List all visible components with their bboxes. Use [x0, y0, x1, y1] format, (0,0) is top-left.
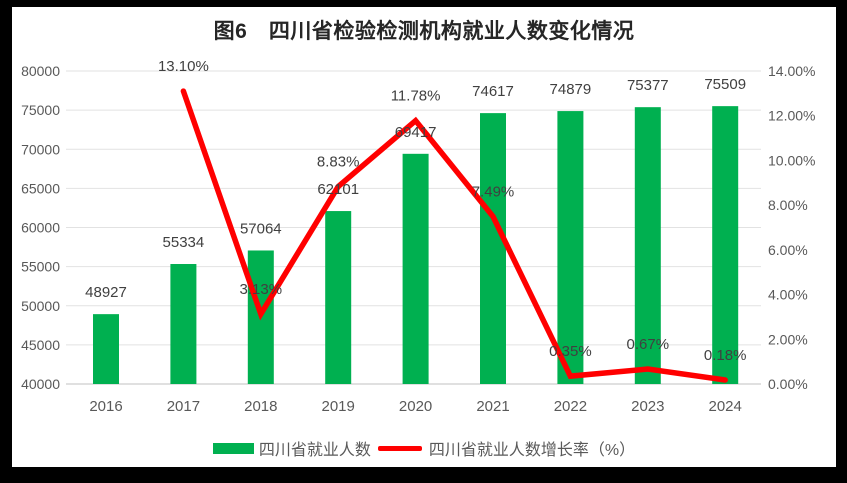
bar-label-2024: 75509: [704, 76, 746, 93]
x-tick-label-2022: 2022: [554, 398, 587, 415]
bar-2016: [93, 314, 119, 384]
line-label-2023: 0.67%: [627, 336, 670, 353]
x-tick-label-2016: 2016: [89, 398, 122, 415]
line-label-2024: 0.18%: [704, 347, 747, 364]
bar-2022: [557, 111, 584, 384]
line-label-2021: 7.49%: [472, 184, 515, 201]
plot-svg: 40000 45000 50000 55000 60000 65000 70000 75000…: [21, 58, 815, 415]
x-tick-label-2020: 2020: [399, 398, 432, 415]
bar-label-2020: 69417: [395, 124, 437, 141]
line-label-2018: 3.13%: [240, 281, 283, 298]
bar-label-2018: 57064: [240, 220, 282, 237]
bar-label-2021: 74617: [472, 83, 514, 100]
x-tick-label-2019: 2019: [322, 398, 355, 415]
y-left-tick-label: 55000: [21, 259, 60, 275]
legend-label-growth-rate: 四川省就业人数增长率（%）: [428, 442, 636, 459]
y-right-tick-label: 10.00%: [768, 152, 815, 168]
y-left-tick-label: 60000: [21, 220, 60, 236]
legend: 四川省就业人数 四川省就业人数增长率（%）: [12, 436, 836, 460]
bar-2021: [480, 113, 506, 384]
line-label-2022: 0.35%: [549, 343, 592, 360]
bar-label-2017: 55334: [163, 234, 205, 251]
x-tick-label-2018: 2018: [244, 398, 277, 415]
legend-line-swatch-icon: [377, 445, 422, 451]
bar-label-2023: 75377: [627, 77, 669, 94]
bar-2020: [402, 153, 429, 384]
bar-2024: [712, 106, 739, 384]
y-left-tick-label: 65000: [21, 180, 60, 196]
y-left-tick-label: 80000: [21, 63, 60, 79]
legend-bar-swatch-icon: [212, 442, 254, 454]
y-right-tick-label: 8.00%: [768, 197, 808, 213]
x-tick-label-2017: 2017: [167, 398, 200, 415]
y-left-tick-label: 45000: [21, 337, 60, 353]
y-right-tick-label: 12.00%: [768, 108, 815, 124]
bar-label-2022: 74879: [550, 81, 592, 98]
y-right-tick-label: 0.00%: [768, 376, 808, 392]
y-right-tick-label: 4.00%: [768, 287, 808, 303]
line-label-2020: 11.78%: [391, 88, 441, 105]
y-left-tick-label: 40000: [21, 376, 60, 392]
bar-2019: [325, 211, 352, 384]
chart-title: 图6 四川省检验检测机构就业人数变化情况: [213, 20, 635, 43]
chart-area: 图6 四川省检验检测机构就业人数变化情况 40000 45000 50000 5500…: [12, 7, 836, 467]
bar-label-2019: 62101: [317, 181, 359, 198]
bar-2023: [634, 107, 661, 384]
x-tick-label-2023: 2023: [631, 398, 664, 415]
line-label-2019: 8.83%: [317, 154, 360, 171]
y-right-tick-label: 2.00%: [768, 331, 808, 347]
x-tick-label-2021: 2021: [476, 398, 509, 415]
y-right-tick-label: 14.00%: [768, 63, 815, 79]
x-tick-label-2024: 2024: [709, 398, 742, 415]
growth-rate-line: [180, 88, 728, 383]
bar-label-2016: 48927: [85, 284, 127, 301]
y-left-tick-label: 50000: [21, 298, 60, 314]
legend-label-employment: 四川省就业人数: [258, 442, 371, 459]
y-right-tick-label: 6.00%: [768, 242, 808, 258]
bar-2017: [170, 264, 197, 384]
y-left-tick-label: 70000: [21, 141, 60, 157]
y-left-tick-label: 75000: [21, 102, 60, 118]
line-label-2017: 13.10%: [158, 58, 209, 75]
